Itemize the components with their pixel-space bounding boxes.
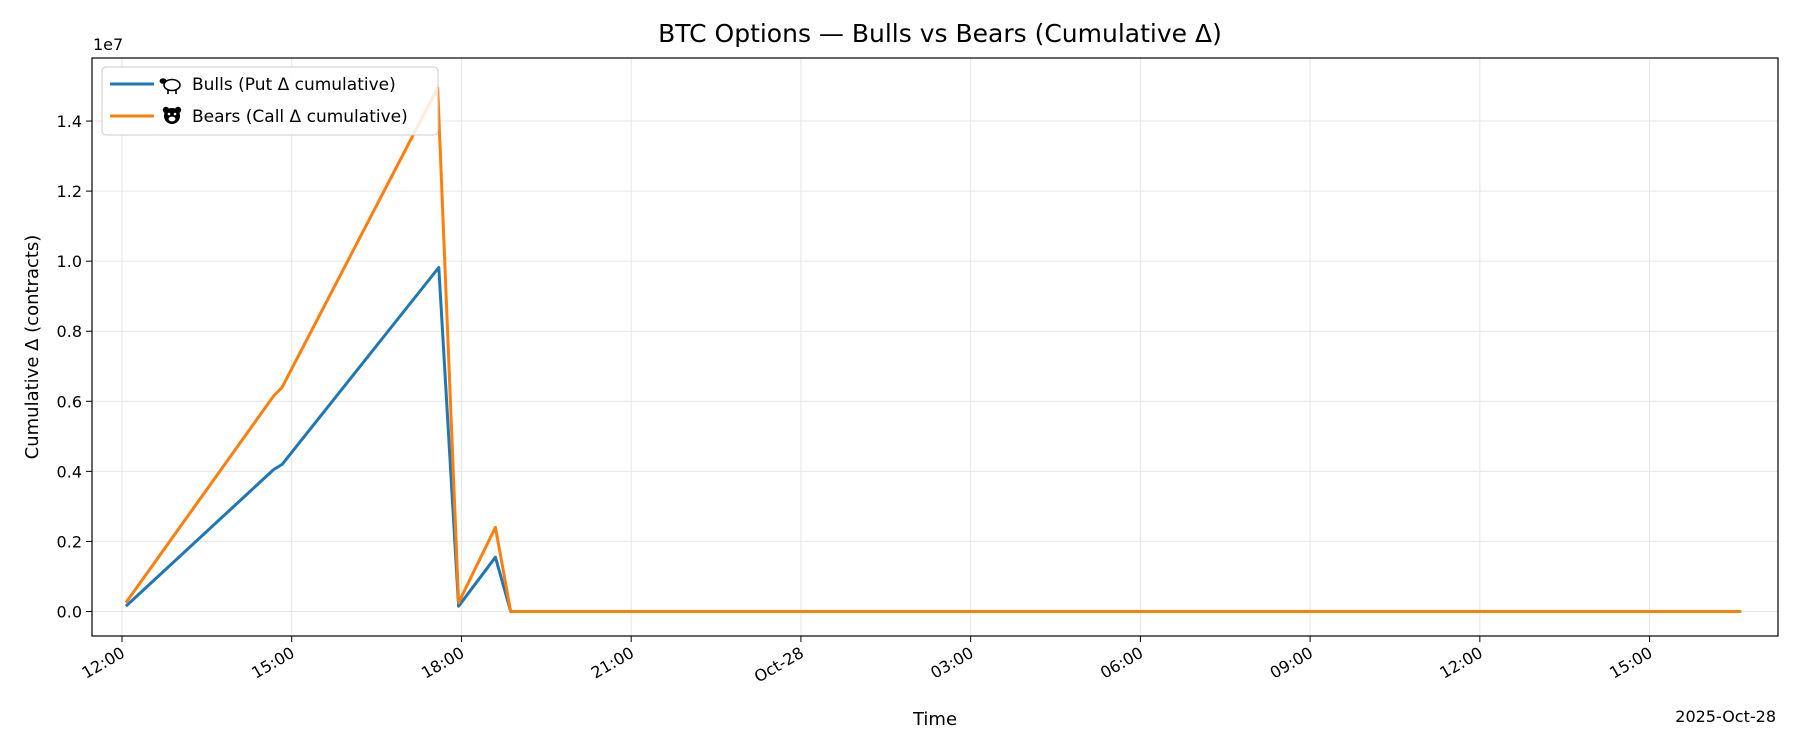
y-axis-ticks: 0.0 0.2 0.4 0.6 0.8 1.0 1.2 1.4 [57,112,92,621]
y-tick-label: 0.6 [57,392,82,411]
y-tick-label: 1.0 [57,252,82,271]
legend: Bulls (Put Δ cumulative) Bears (Call Δ c… [101,66,439,136]
plot-frame [91,57,1779,637]
sheep-icon [159,78,181,94]
y-tick-label: 1.4 [57,112,82,131]
legend-item-bulls: Bulls (Put Δ cumulative) [110,75,396,95]
y-tick-label: 0.4 [57,462,82,481]
y-tick-label: 1.2 [57,182,82,201]
y-tick-label: 0.0 [57,602,82,621]
x-axis-label: Time [912,709,957,730]
y-tick-label: 0.8 [57,322,82,341]
y-tick-label: 0.2 [57,532,82,551]
bears-series-line [124,86,1742,613]
y-axis-label: Cumulative Δ (contracts) [22,235,43,460]
legend-label-bears: Bears (Call Δ cumulative) [192,107,408,127]
y-axis-offset: 1e7 [93,35,123,54]
bear-icon [162,106,182,124]
x-axis-offset: 2025-Oct-28 [1675,707,1776,726]
legend-box [101,66,439,136]
chart-title: BTC Options — Bulls vs Bears (Cumulative… [658,19,1222,48]
legend-label-bulls: Bulls (Put Δ cumulative) [192,75,396,95]
series-layer [124,86,1742,613]
legend-item-bears: Bears (Call Δ cumulative) [110,106,408,127]
